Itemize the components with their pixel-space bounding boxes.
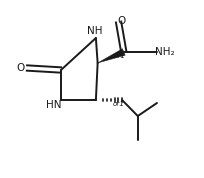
Text: O: O <box>17 63 25 73</box>
Polygon shape <box>98 49 125 63</box>
Text: NH: NH <box>87 26 103 36</box>
Text: NH₂: NH₂ <box>155 47 174 57</box>
Text: HN: HN <box>47 100 62 110</box>
Text: or1: or1 <box>112 101 124 107</box>
Text: O: O <box>118 16 126 26</box>
Text: or1: or1 <box>113 53 125 59</box>
